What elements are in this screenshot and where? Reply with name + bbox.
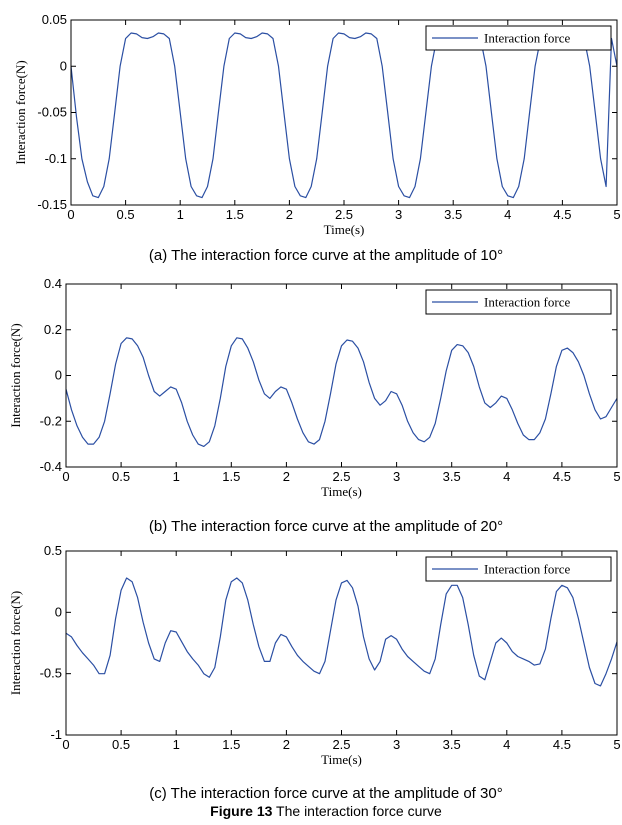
panel-b-xtick-label: 1.5 (222, 469, 240, 484)
panel-c-xtick-label: 0.5 (112, 737, 130, 752)
panel-a-xtick-label: 1.5 (226, 207, 244, 222)
panel-c-legend-label: Interaction force (484, 562, 570, 577)
panel-a-ytick-label: -0.1 (45, 151, 67, 166)
figure-caption-label: Figure 13 (210, 803, 272, 819)
chart-panel-a: 0 0.5 1 1.5 2 2.5 3 3.5 4 4.5 5 -0.15 -0.1 -0.05 0 0.05… (13, 12, 621, 237)
panel-c-caption: (c) The interaction force curve at the a… (149, 785, 502, 802)
panel-b-xtick-label: 5 (613, 469, 620, 484)
panel-c-xtick-label: 1 (173, 737, 180, 752)
panel-c-ytick-label: -1 (50, 727, 62, 742)
panel-a-legend-label: Interaction force (484, 31, 570, 46)
panel-a-xtick-label: 3.5 (444, 207, 462, 222)
panel-a-xtick-label: 5 (613, 207, 620, 222)
panel-b-xaxis-label: Time(s) (321, 484, 362, 499)
panel-c-ytick-label: -0.5 (40, 666, 62, 681)
panel-a-xaxis-label: Time(s) (324, 222, 365, 237)
panel-c-xtick-label: 5 (613, 737, 620, 752)
panel-a-xtick-label: 3 (395, 207, 402, 222)
panel-a-caption: (a) The interaction force curve at the a… (149, 247, 503, 264)
panel-a-xtick-label: 0 (67, 207, 74, 222)
panel-b-ytick-label: 0.2 (44, 322, 62, 337)
chart-panel-c: 0 0.5 1 1.5 2 2.5 3 3.5 4 4.5 5 -1 -0.5 0 0.5 Time(s) In… (8, 543, 621, 767)
panel-a-xtick-label: 4 (504, 207, 511, 222)
panel-b-xtick-label: 3 (393, 469, 400, 484)
panel-b-ytick-label: 0.4 (44, 276, 62, 291)
panel-b-caption: (b) The interaction force curve at the a… (149, 518, 503, 535)
panel-a-xtick-label: 2 (286, 207, 293, 222)
panel-a-xtick-label: 1 (177, 207, 184, 222)
chart-panel-b: 0 0.5 1 1.5 2 2.5 3 3.5 4 4.5 5 -0.4 -0.2 0 0.2 0.4 Time… (8, 276, 621, 499)
panel-b-yaxis-label: Interaction force(N) (8, 323, 23, 427)
panel-a-ytick-label: -0.15 (37, 197, 67, 212)
panel-a-xtick-label: 0.5 (117, 207, 135, 222)
panel-b-ytick-label: -0.4 (40, 459, 62, 474)
panel-a-ytick-label: 0.05 (42, 12, 67, 27)
panel-b-xtick-label: 4 (503, 469, 510, 484)
panel-c-xtick-label: 3 (393, 737, 400, 752)
panel-a-xtick-label: 4.5 (553, 207, 571, 222)
panel-c-xtick-label: 1.5 (222, 737, 240, 752)
panel-b-xtick-label: 0 (62, 469, 69, 484)
panel-c-xtick-label: 4.5 (553, 737, 571, 752)
panel-b-legend-label: Interaction force (484, 295, 570, 310)
panel-b-xtick-label: 2.5 (332, 469, 350, 484)
figure-caption: Figure 13 The interaction force curve (210, 803, 442, 819)
panel-a-xtick-label: 2.5 (335, 207, 353, 222)
panel-a-yaxis-label: Interaction force(N) (13, 60, 28, 164)
panel-c-ytick-label: 0.5 (44, 543, 62, 558)
panel-c-xtick-label: 4 (503, 737, 510, 752)
panel-b-xtick-label: 0.5 (112, 469, 130, 484)
panel-c-ytick-label: 0 (55, 604, 62, 619)
panel-c-series-line-1 (66, 577, 617, 687)
panel-a-series-line-1 (71, 32, 617, 199)
panel-c-xtick-label: 3.5 (443, 737, 461, 752)
panel-b-xtick-label: 3.5 (443, 469, 461, 484)
panel-b-ytick-label: 0 (55, 368, 62, 383)
panel-c-xtick-label: 2 (283, 737, 290, 752)
panel-b-xtick-label: 1 (173, 469, 180, 484)
panel-b-series-line-1 (66, 337, 617, 447)
panel-b-xtick-label: 4.5 (553, 469, 571, 484)
panel-b-ytick-label: -0.2 (40, 413, 62, 428)
panel-a-ytick-label: -0.05 (37, 105, 67, 120)
panel-c-xaxis-label: Time(s) (321, 752, 362, 767)
figure-caption-text: The interaction force curve (272, 803, 442, 819)
panel-c-xtick-label: 0 (62, 737, 69, 752)
panel-c-xtick-label: 2.5 (332, 737, 350, 752)
panel-c-yaxis-label: Interaction force(N) (8, 591, 23, 695)
panel-a-ytick-label: 0 (60, 58, 67, 73)
panel-b-xtick-label: 2 (283, 469, 290, 484)
